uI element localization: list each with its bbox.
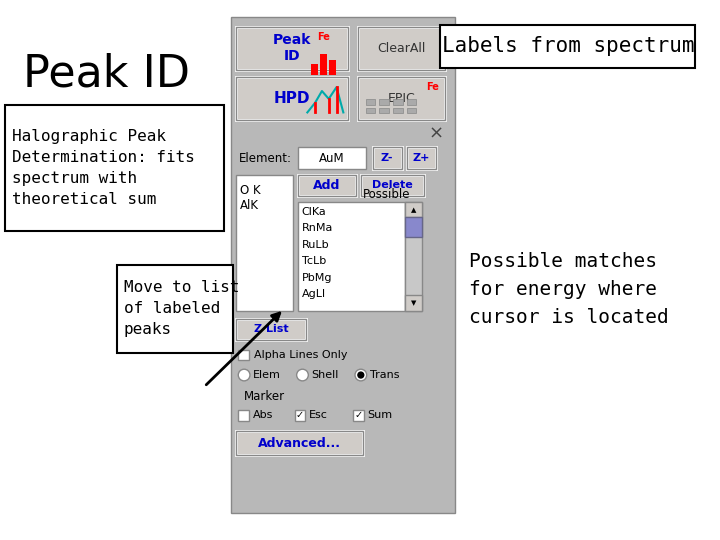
Bar — [379, 99, 389, 105]
Text: Shell: Shell — [311, 370, 338, 380]
Circle shape — [358, 372, 364, 378]
Bar — [407, 99, 416, 105]
Text: Elem: Elem — [253, 370, 281, 380]
Text: ▲: ▲ — [410, 207, 416, 213]
Bar — [358, 77, 446, 120]
Bar — [236, 319, 307, 340]
Bar — [236, 27, 348, 70]
Bar — [405, 202, 422, 218]
Text: Halographic Peak
Determination: fits
spectrum with
theoretical sum: Halographic Peak Determination: fits spe… — [12, 129, 194, 207]
Bar — [236, 431, 363, 455]
Text: ▼: ▼ — [410, 300, 416, 306]
Bar — [372, 147, 402, 169]
Text: Esc: Esc — [310, 410, 328, 421]
Bar — [361, 174, 424, 196]
Bar — [236, 27, 348, 70]
Bar — [236, 319, 307, 340]
Bar — [361, 174, 424, 196]
Bar — [358, 77, 446, 120]
Bar — [329, 60, 336, 76]
Text: Alpha Lines Only: Alpha Lines Only — [254, 350, 347, 360]
Bar — [311, 64, 318, 76]
Bar — [5, 105, 224, 231]
Text: PbMg: PbMg — [302, 273, 332, 283]
Text: AgLl: AgLl — [302, 289, 325, 299]
Bar — [297, 147, 366, 169]
Text: Fe: Fe — [426, 82, 439, 92]
Bar — [358, 27, 446, 70]
Bar — [238, 410, 249, 421]
Bar — [294, 410, 305, 421]
Bar — [297, 174, 356, 196]
Bar — [117, 265, 233, 353]
Circle shape — [297, 369, 308, 381]
Bar — [358, 27, 446, 70]
Text: ClearAll: ClearAll — [377, 42, 426, 55]
Text: Add: Add — [313, 179, 341, 192]
Text: EPIC: EPIC — [388, 92, 415, 105]
Bar — [372, 147, 402, 169]
Bar — [320, 54, 327, 76]
Text: Move to list
of labeled
peaks: Move to list of labeled peaks — [124, 280, 239, 338]
Bar — [405, 218, 422, 237]
Text: Delete: Delete — [372, 180, 413, 191]
Bar — [236, 174, 293, 311]
Bar — [238, 350, 249, 361]
Text: AuM: AuM — [319, 152, 344, 165]
Circle shape — [238, 369, 250, 381]
Text: Fe: Fe — [318, 31, 330, 42]
Text: Possible: Possible — [364, 187, 411, 201]
Bar — [231, 17, 455, 513]
Text: ×: × — [428, 125, 444, 143]
Text: Z-: Z- — [381, 153, 393, 163]
Text: ✓: ✓ — [354, 410, 362, 421]
Text: AlK: AlK — [240, 199, 259, 212]
Bar — [236, 77, 348, 120]
Text: Peak
ID: Peak ID — [273, 33, 312, 63]
Bar — [405, 202, 422, 311]
Bar — [407, 147, 436, 169]
Bar — [405, 295, 422, 311]
Bar — [366, 99, 375, 105]
Text: RuLb: RuLb — [302, 240, 329, 249]
Text: Marker: Marker — [244, 390, 285, 403]
Bar — [393, 99, 402, 105]
Text: Labels from spectrum: Labels from spectrum — [442, 36, 694, 56]
Text: Possible matches
for energy where
cursor is located: Possible matches for energy where cursor… — [469, 252, 669, 327]
Bar — [440, 25, 696, 68]
Bar — [353, 410, 364, 421]
Bar — [379, 107, 389, 113]
Text: O K: O K — [240, 184, 261, 197]
Bar — [236, 431, 363, 455]
Bar — [236, 77, 348, 120]
Bar — [407, 107, 416, 113]
Text: ✓: ✓ — [296, 410, 304, 421]
Text: Element:: Element: — [239, 152, 292, 165]
Text: HPD: HPD — [274, 91, 310, 106]
Text: Advanced...: Advanced... — [258, 437, 341, 450]
Text: Sum: Sum — [368, 410, 393, 421]
Circle shape — [355, 369, 366, 381]
Text: ClKa: ClKa — [302, 207, 326, 217]
Text: Z+: Z+ — [413, 153, 430, 163]
Text: RnMa: RnMa — [302, 223, 333, 233]
Bar — [297, 202, 405, 311]
Bar — [407, 147, 436, 169]
Bar — [393, 107, 402, 113]
Text: Z List: Z List — [254, 325, 289, 334]
Text: TcLb: TcLb — [302, 256, 325, 266]
Text: Trans: Trans — [369, 370, 399, 380]
Bar — [297, 174, 356, 196]
Text: Abs: Abs — [253, 410, 274, 421]
Bar — [366, 107, 375, 113]
Text: Peak ID: Peak ID — [24, 52, 191, 95]
